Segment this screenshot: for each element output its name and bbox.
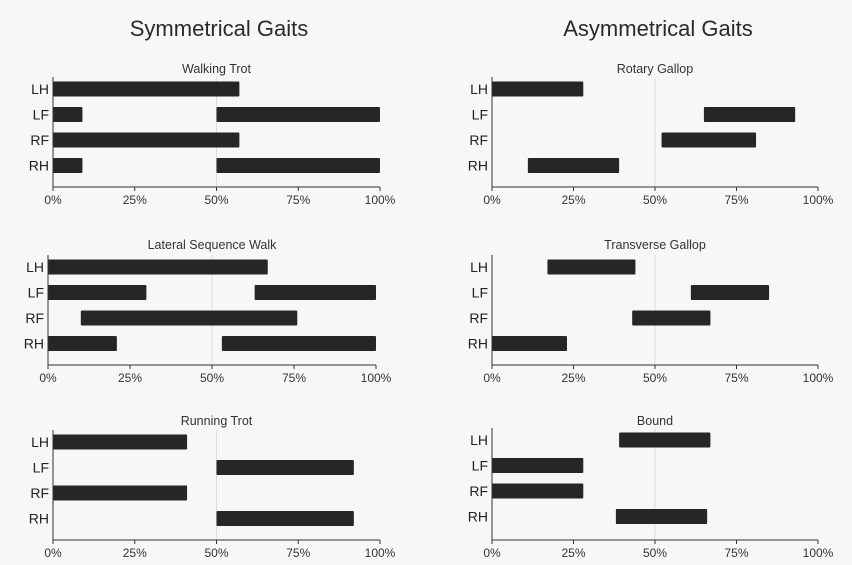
stance-bar-rh-1 xyxy=(615,509,708,524)
limb-label-lh: LH xyxy=(31,81,49,97)
gait-panel-1: Walking Trot LH LF RF RH 0% 25% 50% 75% 100% xyxy=(29,62,396,207)
x-tick-label: 75% xyxy=(724,193,748,207)
x-tick-label: 100% xyxy=(365,546,396,560)
limb-label-rf: RF xyxy=(25,310,44,326)
stance-bar-lh-1 xyxy=(492,81,584,97)
x-tick-label: 100% xyxy=(803,193,834,207)
stance-bar-lh-1 xyxy=(547,259,636,275)
limb-label-lf: LF xyxy=(33,107,49,123)
x-tick-label: 25% xyxy=(123,546,147,560)
x-tick-label: 25% xyxy=(123,193,147,207)
stance-bar-lf-2 xyxy=(254,285,376,300)
limb-label-rh: RH xyxy=(24,336,44,352)
stance-bar-lh-1 xyxy=(619,432,711,448)
x-tick-label: 75% xyxy=(724,371,748,385)
limb-label-rf: RF xyxy=(30,485,49,501)
stance-bar-lh-1 xyxy=(53,434,188,450)
limb-label-lh: LH xyxy=(470,432,488,448)
x-tick-label: 0% xyxy=(483,546,501,560)
limb-label-rf: RF xyxy=(469,132,488,148)
x-tick-label: 0% xyxy=(483,371,501,385)
limb-label-lf: LF xyxy=(472,107,488,123)
x-tick-label: 75% xyxy=(286,193,310,207)
asymmetrical-gaits-heading: Asymmetrical Gaits xyxy=(563,16,753,41)
stance-bar-rh-1 xyxy=(53,158,83,173)
x-tick-label: 50% xyxy=(204,193,228,207)
stance-bar-lf-1 xyxy=(48,285,147,300)
panel-title: Rotary Gallop xyxy=(617,62,693,76)
x-tick-label: 0% xyxy=(44,546,62,560)
stance-bar-lf-1 xyxy=(492,458,584,473)
x-tick-label: 0% xyxy=(483,193,501,207)
x-tick-label: 100% xyxy=(365,193,396,207)
limb-label-lh: LH xyxy=(31,434,49,450)
limb-label-lh: LH xyxy=(470,81,488,97)
symmetrical-gaits-heading: Symmetrical Gaits xyxy=(129,16,309,41)
limb-label-rh: RH xyxy=(29,511,49,527)
gait-panel-5: Transverse Gallop LH LF RF RH 0% 25% 50% 75% 100% xyxy=(468,238,834,385)
limb-label-rh: RH xyxy=(468,158,488,174)
panel-title: Lateral Sequence Walk xyxy=(148,238,278,252)
stance-bar-rh-2 xyxy=(221,336,376,351)
stance-bar-rf-1 xyxy=(80,310,298,326)
limb-label-lf: LF xyxy=(472,458,488,474)
panel-title: Walking Trot xyxy=(182,62,252,76)
limb-label-lh: LH xyxy=(26,259,44,275)
stance-bar-lf-1 xyxy=(216,460,354,475)
stance-bar-lf-1 xyxy=(53,107,83,122)
panel-title: Running Trot xyxy=(181,414,253,428)
stance-bar-lh-1 xyxy=(53,81,240,97)
limb-label-lf: LF xyxy=(28,285,44,301)
x-tick-label: 75% xyxy=(286,546,310,560)
x-tick-label: 50% xyxy=(200,371,224,385)
x-tick-label: 75% xyxy=(724,546,748,560)
stance-bar-rf-1 xyxy=(53,132,240,148)
stance-bar-lf-1 xyxy=(690,285,770,300)
x-tick-label: 25% xyxy=(561,371,585,385)
stance-bar-rh-1 xyxy=(48,336,117,351)
x-tick-label: 50% xyxy=(643,193,667,207)
x-tick-label: 25% xyxy=(561,193,585,207)
limb-label-rh: RH xyxy=(468,336,488,352)
limb-label-rf: RF xyxy=(469,483,488,499)
stance-bar-rf-1 xyxy=(53,485,188,501)
x-tick-label: 50% xyxy=(204,546,228,560)
x-tick-label: 100% xyxy=(803,546,834,560)
limb-label-rh: RH xyxy=(468,509,488,525)
x-tick-label: 25% xyxy=(561,546,585,560)
x-tick-label: 100% xyxy=(361,371,392,385)
panel-title: Transverse Gallop xyxy=(604,238,706,252)
panel-title: Bound xyxy=(637,414,673,428)
x-tick-label: 0% xyxy=(44,193,62,207)
gait-panel-2: Lateral Sequence Walk LH LF RF RH 0% 25% 50% 75%… xyxy=(24,238,392,385)
x-tick-label: 0% xyxy=(39,371,57,385)
gait-panel-4: Rotary Gallop LH LF RF RH 0% 25% 50% 75% 100% xyxy=(468,62,834,207)
gait-panel-3: Running Trot LH LF RF RH 0% 25% 50% 75% 100% xyxy=(29,414,396,560)
gait-panel-6: Bound LH LF RF RH 0% 25% 50% 75% 100% xyxy=(468,414,834,560)
stance-bar-rh-1 xyxy=(492,336,567,351)
stance-bar-lh-1 xyxy=(48,259,268,275)
limb-label-rf: RF xyxy=(30,132,49,148)
stance-bar-lf-2 xyxy=(216,107,380,122)
limb-label-lf: LF xyxy=(33,460,49,476)
stance-bar-rf-1 xyxy=(661,132,757,148)
stance-bar-rh-1 xyxy=(527,158,620,173)
x-tick-label: 75% xyxy=(282,371,306,385)
limb-label-rf: RF xyxy=(469,310,488,326)
limb-label-rh: RH xyxy=(29,158,49,174)
stance-bar-lf-1 xyxy=(703,107,796,122)
x-tick-label: 25% xyxy=(118,371,142,385)
limb-label-lh: LH xyxy=(470,259,488,275)
stance-bar-rf-1 xyxy=(632,310,711,326)
stance-bar-rh-2 xyxy=(216,158,380,173)
stance-bar-rh-1 xyxy=(216,511,354,526)
stance-bar-rf-1 xyxy=(492,483,584,499)
limb-label-lf: LF xyxy=(472,285,488,301)
x-tick-label: 100% xyxy=(803,371,834,385)
x-tick-label: 50% xyxy=(643,371,667,385)
x-tick-label: 50% xyxy=(643,546,667,560)
